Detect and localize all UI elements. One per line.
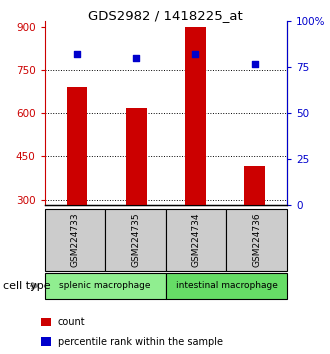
Point — [193, 52, 198, 57]
Text: count: count — [58, 317, 85, 327]
Bar — [185, 27, 206, 286]
Text: GSM224733: GSM224733 — [70, 212, 80, 267]
Bar — [126, 108, 147, 286]
Point — [75, 52, 80, 57]
Point — [252, 61, 257, 67]
Text: GDS2982 / 1418225_at: GDS2982 / 1418225_at — [88, 9, 242, 22]
Text: GSM224735: GSM224735 — [131, 212, 140, 267]
Text: GSM224736: GSM224736 — [252, 212, 261, 267]
Point — [134, 55, 139, 61]
Bar — [244, 166, 265, 286]
Bar — [67, 87, 87, 286]
Text: GSM224734: GSM224734 — [192, 213, 201, 267]
Text: cell type: cell type — [3, 281, 51, 291]
Text: splenic macrophage: splenic macrophage — [59, 281, 151, 290]
Text: intestinal macrophage: intestinal macrophage — [176, 281, 278, 290]
Text: percentile rank within the sample: percentile rank within the sample — [58, 337, 223, 347]
